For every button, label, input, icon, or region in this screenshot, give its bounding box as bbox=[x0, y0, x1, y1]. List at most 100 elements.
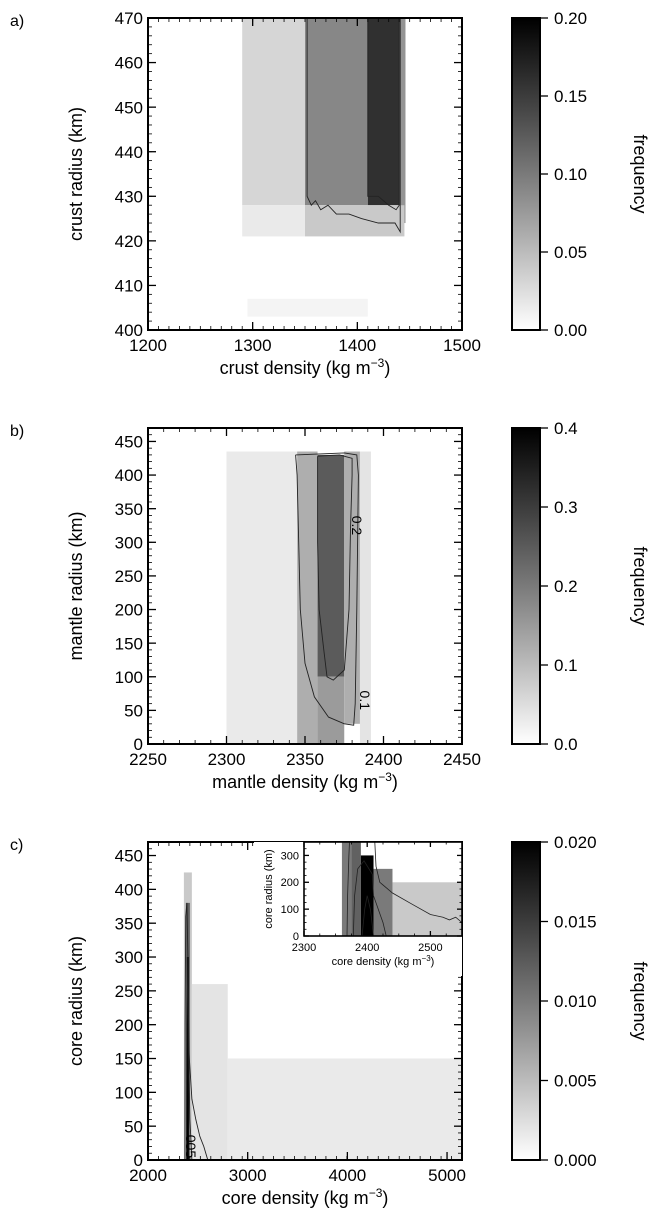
y-tick-label: 400 bbox=[115, 880, 143, 899]
inset-plot: 2300 2400 2500 0 100 200 300 core density (kg m… bbox=[254, 841, 463, 976]
heatmap-cell bbox=[367, 18, 400, 206]
heatmap-cell bbox=[242, 205, 305, 237]
inset-x-tick-label: 2400 bbox=[355, 942, 379, 954]
y-tick-label: 450 bbox=[115, 433, 143, 452]
contour-label: 005 bbox=[183, 1135, 199, 1159]
colorbar-tick-label: 0.2 bbox=[554, 577, 578, 596]
contour-line bbox=[295, 452, 359, 726]
x-axis-label-exponent: −3 bbox=[369, 1186, 383, 1200]
plot-area: 0.2 0.1 bbox=[148, 428, 462, 744]
inset-x-axis-label-end: ) bbox=[431, 956, 435, 968]
x-axis-label-main: crust density (kg m bbox=[220, 358, 371, 378]
colorbar-tick-label: 0.000 bbox=[554, 1151, 597, 1170]
y-tick-label: 50 bbox=[124, 702, 143, 721]
y-tick-label: 460 bbox=[115, 54, 143, 73]
x-tick-label: 1400 bbox=[338, 336, 376, 355]
y-axis-label: crust radius (km) bbox=[66, 107, 86, 241]
x-tick-label: 3000 bbox=[229, 1166, 267, 1185]
panel-label: a) bbox=[10, 13, 24, 30]
y-tick-label: 410 bbox=[115, 277, 143, 296]
x-axis-label-end: ) bbox=[382, 1188, 388, 1208]
heatmap-cell bbox=[344, 451, 360, 724]
colorbar-tick-label: 0.020 bbox=[554, 833, 597, 852]
x-axis-label: mantle density (kg m−3) bbox=[212, 770, 398, 792]
inset-x-axis-label-exponent: −3 bbox=[422, 954, 432, 963]
heatmap-cell bbox=[226, 451, 298, 744]
y-tick-label: 400 bbox=[115, 466, 143, 485]
heatmap-cell bbox=[191, 984, 228, 1160]
inset-x-axis-label-main: core density (kg m bbox=[332, 956, 422, 968]
heatmap-cell bbox=[247, 298, 368, 317]
panel-a: 1200 1300 1400 1500 400 410 420 430 440 450 460 470… bbox=[10, 9, 650, 378]
heatmap-cell bbox=[297, 451, 318, 744]
contour-line bbox=[306, 18, 401, 234]
colorbar-label: frequency bbox=[630, 961, 650, 1040]
x-axis-label-main: mantle density (kg m bbox=[212, 772, 378, 792]
inset-y-tick-label: 100 bbox=[281, 904, 299, 916]
y-tick-label: 300 bbox=[115, 948, 143, 967]
colorbar-tick-label: 0.005 bbox=[554, 1072, 597, 1091]
x-axis-label-exponent: −3 bbox=[378, 770, 392, 784]
y-tick-label: 350 bbox=[115, 914, 143, 933]
y-tick-label: 300 bbox=[115, 533, 143, 552]
inset-x-axis-label: core density (kg m−3) bbox=[332, 954, 435, 969]
heatmap-cell bbox=[317, 454, 345, 677]
colorbar-tick-label: 0.015 bbox=[554, 913, 597, 932]
x-tick-label: 1300 bbox=[234, 336, 272, 355]
heatmap-cell bbox=[317, 676, 345, 744]
y-tick-label: 200 bbox=[115, 601, 143, 620]
colorbar bbox=[511, 841, 541, 1161]
x-tick-label: 5000 bbox=[428, 1166, 466, 1185]
colorbar-tick-label: 0.1 bbox=[554, 656, 578, 675]
heatmap-cell bbox=[305, 18, 368, 206]
colorbar bbox=[511, 17, 541, 331]
x-axis-label-exponent: −3 bbox=[371, 356, 385, 370]
x-tick-label: 2350 bbox=[286, 750, 324, 769]
x-tick-label: 2000 bbox=[129, 1166, 167, 1185]
heatmap-cell bbox=[359, 451, 371, 744]
inset-y-axis-label: core radius (km) bbox=[263, 849, 275, 928]
x-tick-label: 2400 bbox=[365, 750, 403, 769]
contour-line bbox=[367, 18, 400, 211]
y-tick-label: 250 bbox=[115, 567, 143, 586]
y-tick-label: 100 bbox=[115, 668, 143, 687]
panel-b: 0.2 0.1 2250 2300 2350 2400 2450 0 50 100 150 200 25… bbox=[10, 419, 650, 792]
x-tick-label: 1200 bbox=[129, 336, 167, 355]
inset-heatmap-cell bbox=[341, 842, 352, 936]
inset-contour-line bbox=[346, 842, 350, 936]
y-tick-label: 150 bbox=[115, 1050, 143, 1069]
inset-contour-line bbox=[374, 842, 462, 923]
panel-label: b) bbox=[10, 423, 24, 440]
y-tick-label: 200 bbox=[115, 1016, 143, 1035]
colorbar-tick-label: 0.10 bbox=[554, 165, 587, 184]
inset-y-tick-label: 0 bbox=[293, 931, 299, 943]
y-tick-label: 450 bbox=[115, 847, 143, 866]
y-tick-label: 350 bbox=[115, 500, 143, 519]
y-tick-label: 470 bbox=[115, 9, 143, 28]
contour-line bbox=[185, 956, 193, 1160]
y-tick-label: 0 bbox=[134, 1151, 143, 1170]
heatmap-cell bbox=[186, 957, 189, 1160]
x-tick-label: 4000 bbox=[328, 1166, 366, 1185]
inset-plot-area bbox=[304, 842, 462, 936]
x-axis-label-end: ) bbox=[384, 358, 390, 378]
inset-y-tick-label: 200 bbox=[281, 877, 299, 889]
colorbar-tick-label: 0.4 bbox=[554, 419, 578, 438]
x-axis-label-end: ) bbox=[392, 772, 398, 792]
x-tick-label: 2300 bbox=[208, 750, 246, 769]
colorbar-tick-label: 0.20 bbox=[554, 9, 587, 28]
inset-x-tick-label: 2300 bbox=[292, 942, 316, 954]
inset-heatmap-cell bbox=[351, 842, 361, 936]
y-tick-label: 100 bbox=[115, 1083, 143, 1102]
y-tick-label: 0 bbox=[134, 735, 143, 754]
y-tick-label: 50 bbox=[124, 1117, 143, 1136]
heatmap-cell bbox=[227, 1058, 462, 1160]
inset-y-tick-label: 300 bbox=[281, 850, 299, 862]
y-tick-label: 450 bbox=[115, 98, 143, 117]
colorbar bbox=[511, 427, 541, 745]
colorbar-label: frequency bbox=[630, 546, 650, 625]
y-tick-label: 150 bbox=[115, 634, 143, 653]
inset-contour-line bbox=[352, 860, 387, 936]
